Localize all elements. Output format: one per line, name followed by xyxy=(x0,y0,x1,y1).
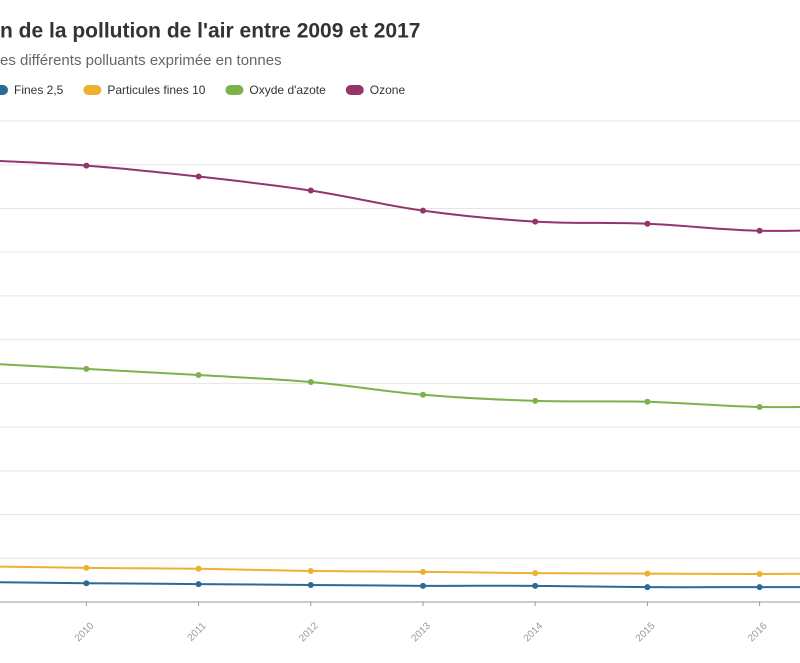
data-point xyxy=(420,582,427,589)
data-point xyxy=(83,365,90,372)
data-point xyxy=(83,564,90,571)
x-tick-label: 2010 xyxy=(73,620,97,644)
series-line xyxy=(0,581,800,589)
data-point xyxy=(644,398,651,405)
chart-title: n de la pollution de l'air entre 2009 et… xyxy=(0,20,420,43)
data-point xyxy=(420,568,427,575)
legend-swatch xyxy=(0,85,8,95)
legend-label: Fines 2,5 xyxy=(14,83,64,97)
x-tick-label: 2012 xyxy=(297,620,321,644)
data-point xyxy=(195,565,202,572)
series-line xyxy=(0,565,800,576)
x-tick-label: 2016 xyxy=(746,620,770,644)
data-point xyxy=(307,379,314,386)
data-point xyxy=(644,584,651,591)
data-point xyxy=(756,227,763,234)
x-tick-label: 2013 xyxy=(409,620,433,644)
data-point xyxy=(195,372,202,379)
data-point xyxy=(532,218,539,225)
data-point xyxy=(420,391,427,398)
data-point xyxy=(644,570,651,577)
data-point xyxy=(83,580,90,587)
data-point xyxy=(195,581,202,588)
data-point xyxy=(420,207,427,214)
data-point xyxy=(307,567,314,574)
data-point xyxy=(644,220,651,227)
legend-swatch xyxy=(225,85,244,95)
data-point xyxy=(532,582,539,589)
data-point xyxy=(756,571,763,578)
data-point xyxy=(307,187,314,194)
series-line xyxy=(0,363,800,409)
data-point xyxy=(756,584,763,591)
data-point xyxy=(195,173,202,180)
data-point xyxy=(83,162,90,169)
chart-subtitle: es différents polluants exprimée en tonn… xyxy=(0,52,282,69)
x-tick-label: 2014 xyxy=(522,620,546,644)
x-tick-label: 2011 xyxy=(186,620,209,643)
data-point xyxy=(532,397,539,404)
data-point xyxy=(532,570,539,577)
data-point xyxy=(307,581,314,588)
legend-label: Ozone xyxy=(370,83,406,97)
x-tick-label: 2015 xyxy=(634,620,658,644)
data-point xyxy=(756,403,763,410)
legend-swatch xyxy=(345,85,364,95)
legend-swatch xyxy=(83,85,102,95)
legend-label: Particules fines 10 xyxy=(107,83,205,97)
legend-label: Oxyde d'azote xyxy=(249,83,326,97)
series-line xyxy=(0,160,800,232)
